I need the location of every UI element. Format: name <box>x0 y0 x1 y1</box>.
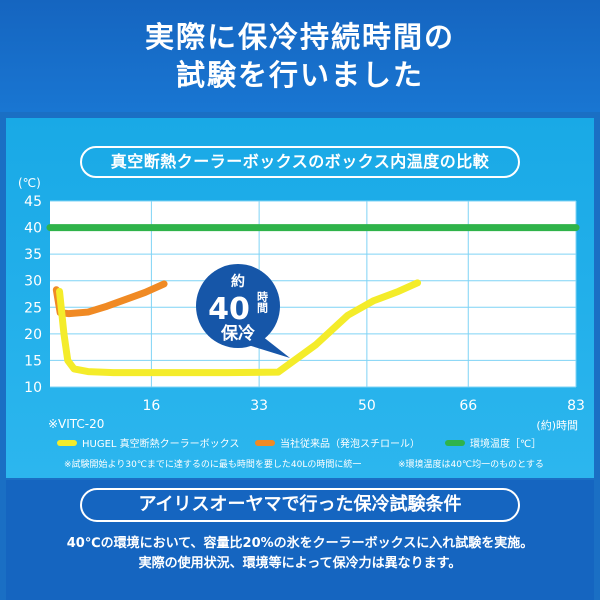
model-label: ※VITC-20 <box>48 417 104 431</box>
x-tick-50: 50 <box>358 398 376 414</box>
headline-line2: 試験を行いました <box>175 58 424 92</box>
conditions-line1: 40℃の環境において、容量比20%の氷をクーラーボックスに入れ試験を実施。 <box>66 536 534 551</box>
y-tick-45: 45 <box>24 194 42 210</box>
y-tick-15: 15 <box>24 353 42 369</box>
legend-label-1: 当社従来品（発泡スチロール） <box>280 437 420 450</box>
x-tick-66: 66 <box>459 398 477 414</box>
x-tick-83: 83 <box>567 398 585 414</box>
chart-title: 真空断熱クーラーボックスのボックス内温度の比較 <box>80 146 520 178</box>
x-tick-16: 16 <box>142 398 160 414</box>
annotation-value: 40 <box>208 292 250 327</box>
footnote-right: ※環境温度は40℃均一のものとする <box>398 460 544 470</box>
conditions-title: アイリスオーヤマで行った保冷試験条件 <box>80 488 520 522</box>
y-tick-40: 40 <box>24 221 42 237</box>
conditions-line2: 実際の使用状況、環境等によって保冷力は異なります。 <box>138 556 462 571</box>
y-tick-35: 35 <box>24 247 42 263</box>
y-tick-10: 10 <box>24 380 42 396</box>
temperature-chart: 10 15 20 25 30 35 40 45 16 33 50 66 83 (℃) (約)時間 ※VITC-… <box>18 176 585 450</box>
legend-label-2: 環境温度［℃］ <box>470 437 541 450</box>
headline-line1: 実際に保冷持続時間の <box>144 20 455 54</box>
legend-label-0: HUGEL 真空断熱クーラーボックス <box>82 437 239 450</box>
annotation-bubble <box>196 264 280 348</box>
x-tick-33: 33 <box>250 398 268 414</box>
header-banner: 実際に保冷持続時間の 試験を行いました <box>0 0 600 112</box>
annotation-bottom: 保冷 <box>220 323 255 344</box>
annotation-top: 約 <box>231 273 245 290</box>
conditions-section <box>6 480 594 600</box>
annotation-unit: 時間 <box>256 290 269 314</box>
y-axis-label: (℃) <box>18 176 41 190</box>
footnote-left: ※試験開始より30℃までに達するのに最も時間を要した40Lの時間に統一 <box>64 460 362 470</box>
y-tick-25: 25 <box>24 300 42 316</box>
x-axis-label: (約)時間 <box>536 418 578 432</box>
series-line-0 <box>56 279 422 377</box>
y-tick-20: 20 <box>24 327 42 343</box>
y-tick-30: 30 <box>24 274 42 290</box>
